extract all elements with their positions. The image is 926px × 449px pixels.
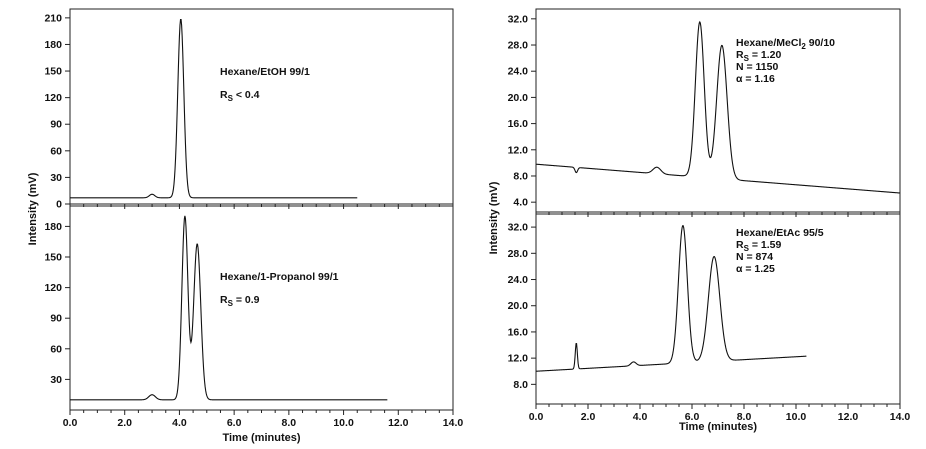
- x-tick-label: 0.0: [529, 411, 544, 423]
- condition-label: Hexane/1-Propanol 99/1: [220, 271, 339, 283]
- y-tick-label: 90: [50, 119, 62, 131]
- x-tick-label: 14.0: [890, 411, 911, 423]
- condition-label: Hexane/EtOH 99/1: [220, 66, 310, 78]
- y-tick-label: 28.0: [508, 40, 529, 52]
- x-axis-title: Time (minutes): [222, 432, 300, 444]
- stat-label: RS = 0.9: [220, 294, 260, 308]
- y-tick-label: 4.0: [513, 197, 528, 209]
- chromatogram-trace: [535, 20, 901, 194]
- y-tick-label: 16.0: [508, 118, 529, 130]
- y-tick-label: 180: [44, 221, 62, 233]
- stat-label: α = 1.25: [736, 263, 775, 275]
- x-tick-label: 2.0: [117, 417, 132, 429]
- y-tick-label: 120: [44, 92, 62, 104]
- x-tick-label: 8.0: [737, 411, 752, 423]
- x-tick-label: 2.0: [581, 411, 596, 423]
- stat-label: α = 1.16: [736, 73, 775, 85]
- y-tick-label: 150: [44, 252, 62, 264]
- y-tick-label: 0: [56, 199, 62, 211]
- y-tick-label: 30: [50, 172, 62, 184]
- y-tick-label: 30: [50, 374, 62, 386]
- y-tick-label: 60: [50, 145, 62, 157]
- stat-label: RS < 0.4: [220, 89, 260, 103]
- y-tick-label: 210: [44, 12, 62, 24]
- y-tick-label: 12.0: [508, 144, 529, 156]
- chromatogram-trace: [70, 215, 388, 401]
- x-axis-title: Time (minutes): [679, 421, 757, 433]
- y-tick-label: 24.0: [508, 274, 529, 286]
- plot-frame: [535, 213, 901, 405]
- stat-label: N = 874: [736, 251, 773, 263]
- x-tick-label: 4.0: [172, 417, 187, 429]
- condition-label: Hexane/MeCl2 90/10: [736, 37, 835, 51]
- condition-label: Hexane/EtAc 95/5: [736, 227, 824, 239]
- y-tick-label: 20.0: [508, 92, 529, 104]
- right-ylabel: Intensity (mV): [488, 181, 500, 254]
- y-tick-label: 120: [44, 282, 62, 294]
- y-tick-label: 60: [50, 343, 62, 355]
- x-tick-label: 6.0: [227, 417, 242, 429]
- x-tick-label: 14.0: [443, 417, 464, 429]
- y-tick-label: 16.0: [508, 326, 529, 338]
- x-tick-label: 10.0: [333, 417, 354, 429]
- y-tick-label: 24.0: [508, 66, 529, 78]
- x-tick-label: 10.0: [786, 411, 807, 423]
- x-tick-label: 0.0: [63, 417, 78, 429]
- left-ylabel: Intensity (mV): [27, 172, 39, 245]
- y-tick-label: 8.0: [513, 379, 528, 391]
- y-tick-label: 12.0: [508, 353, 529, 365]
- y-tick-label: 32.0: [508, 222, 529, 234]
- panel-hexane-etac: 8.0 12.0 16.0 20.0 24.0 28.0 32.0 0.0 2.0 4.0 6.0 8…: [508, 213, 911, 433]
- plot-frame: [69, 8, 454, 205]
- y-tick-label: 32.0: [508, 13, 529, 25]
- panel-hexane-etoh: 0 30 60 90 120 150 180 210 Hexane/EtOH 99/1 RS < …: [44, 8, 454, 211]
- stat-label: RS = 1.59: [736, 239, 782, 253]
- y-tick-label: 180: [44, 39, 62, 51]
- y-tick-label: 90: [50, 313, 62, 325]
- x-tick-label: 12.0: [838, 411, 859, 423]
- y-tick-label: 8.0: [513, 170, 528, 182]
- panel-hexane-propanol: 30 60 90 120 150 180 0.0 2.0 4.0 6.0 8.0 10.0 12.0 14…: [44, 205, 464, 444]
- chromatogram-trace: [70, 18, 358, 199]
- x-tick-label: 12.0: [388, 417, 409, 429]
- y-tick-label: 20.0: [508, 300, 529, 312]
- y-tick-label: 150: [44, 66, 62, 78]
- x-tick-label: 4.0: [633, 411, 648, 423]
- stat-label: N = 1150: [736, 61, 778, 73]
- plot-frame: [69, 205, 454, 411]
- chromatogram-trace: [535, 225, 807, 372]
- panel-hexane-mecl2: 4.0 8.0 12.0 16.0 20.0 24.0 28.0 32.0 Hexane/MeC…: [508, 8, 901, 217]
- x-tick-label: 6.0: [685, 411, 700, 423]
- y-tick-label: 28.0: [508, 248, 529, 260]
- x-tick-label: 8.0: [282, 417, 297, 429]
- stat-label: RS = 1.20: [736, 49, 782, 63]
- plot-frame: [535, 8, 901, 213]
